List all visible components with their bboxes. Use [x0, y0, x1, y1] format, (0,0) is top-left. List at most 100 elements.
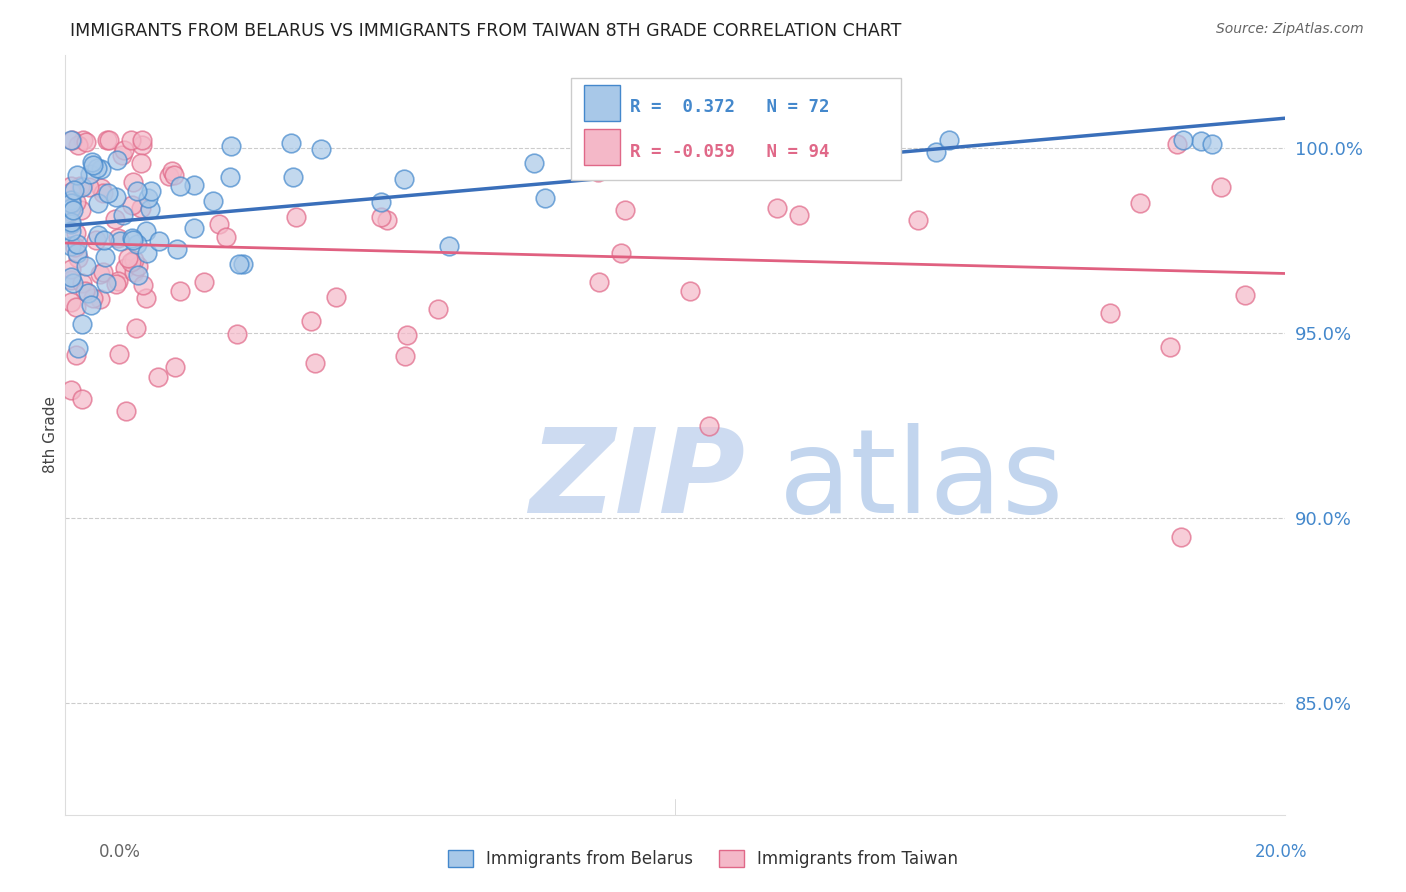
Point — [80, 298, 103, 312]
Point — [66, 237, 89, 252]
Point — [66, 246, 89, 260]
Point — [1189, 135, 1212, 149]
Point — [65, 348, 87, 362]
Point — [87, 195, 110, 210]
Point — [60, 269, 83, 284]
Point — [139, 184, 162, 198]
Point — [787, 208, 810, 222]
Point — [183, 221, 205, 235]
Point — [93, 233, 115, 247]
Point — [679, 285, 702, 299]
Point — [75, 135, 97, 149]
Text: atlas: atlas — [779, 423, 1064, 538]
Point — [193, 275, 215, 289]
Point — [67, 341, 90, 355]
Point — [60, 215, 83, 229]
Point — [148, 234, 170, 248]
Point — [1166, 136, 1188, 151]
Point — [309, 142, 332, 156]
Point — [588, 165, 610, 179]
Text: IMMIGRANTS FROM BELARUS VS IMMIGRANTS FROM TAIWAN 8TH GRADE CORRELATION CHART: IMMIGRANTS FROM BELARUS VS IMMIGRANTS FR… — [70, 22, 901, 40]
Point — [77, 285, 100, 300]
Point — [60, 273, 83, 287]
Point — [112, 143, 135, 157]
Point — [80, 154, 103, 169]
Point — [121, 198, 143, 212]
Point — [111, 208, 134, 222]
Point — [66, 168, 89, 182]
Point — [1159, 340, 1181, 354]
Point — [120, 255, 142, 269]
Point — [60, 201, 83, 215]
Point — [108, 234, 131, 248]
Point — [370, 210, 392, 224]
Point — [60, 178, 83, 193]
Point — [437, 239, 460, 253]
Point — [125, 184, 148, 198]
Point — [62, 203, 84, 218]
Text: R = -0.059   N = 94: R = -0.059 N = 94 — [630, 143, 830, 161]
Point — [127, 268, 149, 282]
Point — [135, 291, 157, 305]
Text: R =  0.372   N = 72: R = 0.372 N = 72 — [630, 97, 830, 116]
Point — [614, 202, 637, 217]
Point — [523, 156, 546, 170]
Point — [107, 231, 129, 245]
Point — [93, 250, 115, 264]
Point — [1170, 530, 1192, 544]
Point — [907, 213, 929, 227]
Point — [63, 184, 86, 198]
Point — [122, 265, 145, 279]
Point — [284, 211, 307, 225]
Text: 20.0%: 20.0% — [1256, 843, 1308, 861]
Point — [925, 145, 948, 159]
Point — [97, 133, 120, 147]
Point — [89, 292, 111, 306]
Point — [66, 137, 89, 152]
Point — [160, 164, 183, 178]
Point — [82, 157, 104, 171]
Point — [82, 291, 104, 305]
Point — [120, 133, 142, 147]
Point — [75, 259, 97, 273]
Point — [65, 195, 87, 210]
Point — [396, 327, 419, 342]
Point — [105, 153, 128, 167]
Text: Source: ZipAtlas.com: Source: ZipAtlas.com — [1216, 22, 1364, 37]
Point — [60, 193, 83, 207]
Point — [117, 251, 139, 265]
Point — [60, 133, 83, 147]
Point — [129, 202, 152, 216]
Point — [70, 277, 93, 291]
Point — [394, 172, 416, 186]
Point — [588, 276, 610, 290]
Point — [427, 302, 450, 317]
Point — [370, 194, 392, 209]
Point — [166, 242, 188, 256]
Point — [232, 257, 254, 271]
Point — [97, 186, 120, 200]
Point — [86, 161, 108, 176]
Point — [163, 168, 186, 182]
FancyBboxPatch shape — [571, 78, 901, 180]
Point — [132, 278, 155, 293]
Point — [75, 284, 97, 298]
Point — [62, 133, 84, 147]
Point — [115, 404, 138, 418]
Point — [124, 320, 146, 334]
Point — [574, 133, 596, 147]
Point — [221, 138, 243, 153]
Point — [201, 194, 224, 209]
Point — [136, 190, 159, 204]
Point — [60, 217, 83, 231]
Point — [169, 178, 191, 193]
Point — [139, 202, 162, 216]
Point — [136, 246, 159, 260]
Point — [90, 162, 112, 177]
Point — [938, 133, 960, 147]
Point — [1129, 196, 1152, 211]
Point — [60, 185, 83, 199]
Point — [135, 224, 157, 238]
Point — [208, 217, 231, 231]
Point — [610, 246, 633, 260]
